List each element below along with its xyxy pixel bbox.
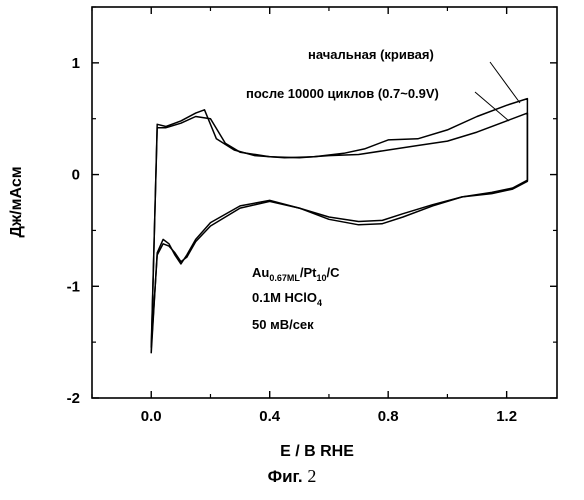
y-tick-label: 1	[72, 55, 80, 72]
electrolyte-label: 0.1M HClO4	[252, 290, 322, 308]
x-tick-label: 0.0	[141, 408, 162, 425]
scan-rate-label: 50 мВ/сек	[252, 317, 314, 332]
x-tick-label: 0.8	[378, 408, 399, 425]
y-tick-label: 0	[72, 167, 80, 184]
y-tick-label: -2	[67, 390, 80, 407]
axis-tick-labels: 0.0 0.4 0.8 1.2 -2 -1 0 1	[67, 55, 517, 425]
figure-caption-number: 2	[307, 466, 316, 486]
series-initial-line	[151, 99, 527, 354]
series-lines	[151, 99, 527, 354]
annotation-initial: начальная (кривая)	[308, 47, 434, 62]
plot-frame	[92, 7, 557, 398]
figure-caption: Фиг. 2	[0, 466, 584, 487]
axis-ticks	[92, 7, 557, 398]
annotation-initial-leader	[490, 62, 520, 103]
y-tick-label: -1	[67, 278, 80, 295]
figure-caption-label: Фиг.	[268, 467, 303, 486]
catalyst-label: Au0.67ML/Pt10/C	[252, 265, 340, 283]
annotation-after-cycling: после 10000 циклов (0.7~0.9V)	[246, 86, 439, 101]
y-axis-title: Дж/мАсм	[8, 166, 25, 237]
x-tick-label: 1.2	[496, 408, 517, 425]
series-after-cycling-line	[151, 113, 527, 348]
x-axis-title: E / B RHE	[280, 443, 354, 460]
x-tick-label: 0.4	[259, 408, 281, 425]
cyclic-voltammogram-chart: 0.0 0.4 0.8 1.2 -2 -1 0 1 начальная (кривая) по…	[0, 0, 584, 460]
